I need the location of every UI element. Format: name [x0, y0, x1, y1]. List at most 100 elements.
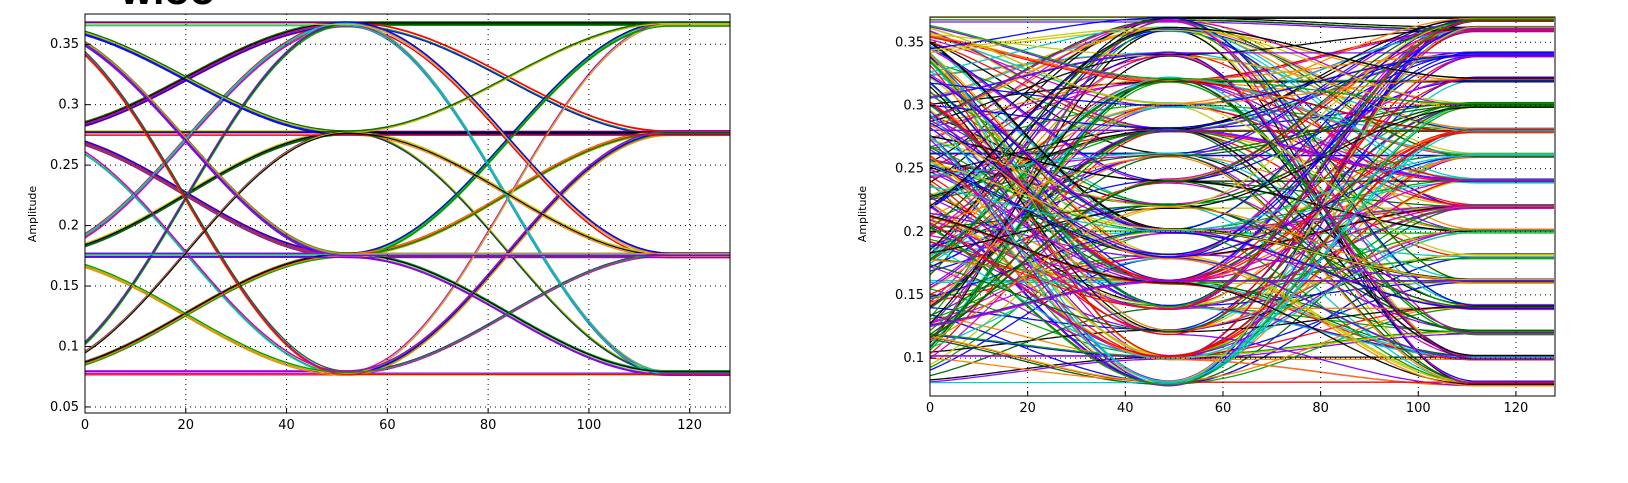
x-tick-label: 80: [480, 418, 497, 433]
eye-trace: [85, 21, 730, 254]
eye-trace: [930, 51, 1554, 255]
eye-trace: [930, 52, 1554, 358]
eye-trace: [85, 21, 730, 343]
y-tick-label: 0.35: [895, 35, 924, 50]
eye-trace: [930, 127, 1554, 357]
eye-trace: [930, 20, 1554, 310]
eye-trace: [930, 156, 1554, 386]
eye-trace: [85, 144, 730, 376]
eye-trace: [85, 21, 730, 132]
eye-trace: [930, 130, 1554, 385]
y-tick-label: 0.25: [50, 158, 79, 173]
eye-trace: [85, 21, 730, 123]
eye-traces-right: [930, 17, 1554, 387]
y-tick-label: 0.2: [903, 225, 924, 240]
eye-trace: [85, 21, 730, 343]
eye-trace: [85, 34, 730, 136]
eye-diagram-left: 0 20 40 60 80 100 120 0.05 0.1 0.15 0.2 0.25 0.3 0.3…: [26, 13, 731, 433]
eye-trace: [930, 333, 1554, 383]
eye-trace: [930, 129, 1554, 182]
plot-frame-right: [929, 16, 1556, 397]
eye-trace: [930, 29, 1554, 360]
y-tick-label: 0.15: [895, 288, 924, 303]
y-tick-label: 0.2: [58, 219, 79, 234]
eye-trace: [85, 22, 730, 124]
x-tick-label: 20: [1019, 401, 1036, 416]
eye-trace: [85, 33, 730, 135]
eye-trace: [930, 34, 1554, 81]
eye-trace: [85, 22, 730, 353]
eye-trace: [930, 124, 1554, 387]
eye-trace: [930, 26, 1554, 383]
x-tick-label: 60: [379, 418, 396, 433]
eye-trace: [85, 25, 730, 366]
y-tick-label: 0.35: [50, 37, 79, 52]
eye-trace: [85, 21, 730, 254]
y-tick-label: 0.3: [58, 98, 79, 113]
eye-trace: [85, 22, 730, 353]
x-tick-label: 0: [926, 401, 934, 416]
y-axis-label-right: Amplitude: [856, 186, 869, 243]
eye-trace: [930, 104, 1554, 336]
eye-trace: [85, 21, 730, 342]
x-tick-label: 60: [1215, 401, 1232, 416]
x-tick-label: 120: [1504, 401, 1529, 416]
grid-right: [930, 17, 1555, 396]
x-tick-label: 80: [1312, 401, 1329, 416]
x-tick-label: 40: [278, 418, 295, 433]
y-tick-label: 0.3: [903, 98, 924, 113]
eye-trace: [930, 61, 1554, 307]
eye-trace: [930, 55, 1554, 371]
eye-trace: [930, 75, 1554, 310]
eye-trace: [930, 92, 1554, 206]
y-axis-label-left: Amplitude: [26, 186, 39, 243]
eye-trace: [85, 45, 730, 259]
eye-trace: [930, 18, 1554, 308]
figure-title-fragment: WIOO: [120, 0, 215, 12]
eye-trace: [930, 26, 1554, 207]
eye-trace: [85, 22, 730, 133]
eye-trace: [930, 54, 1554, 360]
eye-trace: [85, 25, 730, 376]
eye-trace: [930, 52, 1554, 99]
eye-trace: [85, 51, 730, 372]
eye-trace: [930, 206, 1554, 342]
x-tick-label: 40: [1117, 401, 1134, 416]
eye-trace: [85, 53, 730, 375]
eye-trace: [85, 255, 730, 365]
eye-trace: [85, 255, 730, 375]
eye-trace: [930, 26, 1554, 180]
eye-trace: [85, 143, 730, 257]
eye-trace: [930, 207, 1554, 324]
eye-trace: [85, 254, 730, 364]
x-tick-label: 100: [576, 418, 601, 433]
x-tick-label: 0: [81, 418, 89, 433]
x-tick-label: 120: [677, 418, 702, 433]
eye-trace: [85, 253, 730, 374]
eye-trace: [85, 23, 730, 256]
eye-trace: [930, 129, 1554, 332]
eye-trace: [930, 17, 1554, 298]
eye-trace: [85, 31, 730, 255]
eye-trace: [930, 103, 1554, 333]
y-ticks-right: 0.1 0.15 0.2 0.25 0.3 0.35: [895, 35, 935, 366]
eye-trace: [85, 256, 730, 376]
eye-trace: [930, 41, 1554, 280]
eye-trace: [930, 205, 1554, 308]
eye-trace: [85, 43, 730, 257]
eye-trace: [930, 17, 1554, 251]
eye-trace: [930, 19, 1554, 283]
eye-trace: [930, 129, 1554, 355]
y-tick-label: 0.25: [895, 162, 924, 177]
eye-trace: [930, 78, 1554, 306]
eye-traces-left: [85, 21, 730, 377]
eye-trace: [85, 23, 730, 375]
eye-trace: [930, 215, 1554, 385]
eye-trace: [85, 253, 730, 373]
eye-trace: [930, 168, 1554, 282]
eye-trace: [85, 134, 730, 376]
eye-trace: [85, 53, 730, 374]
eye-trace: [930, 27, 1554, 105]
